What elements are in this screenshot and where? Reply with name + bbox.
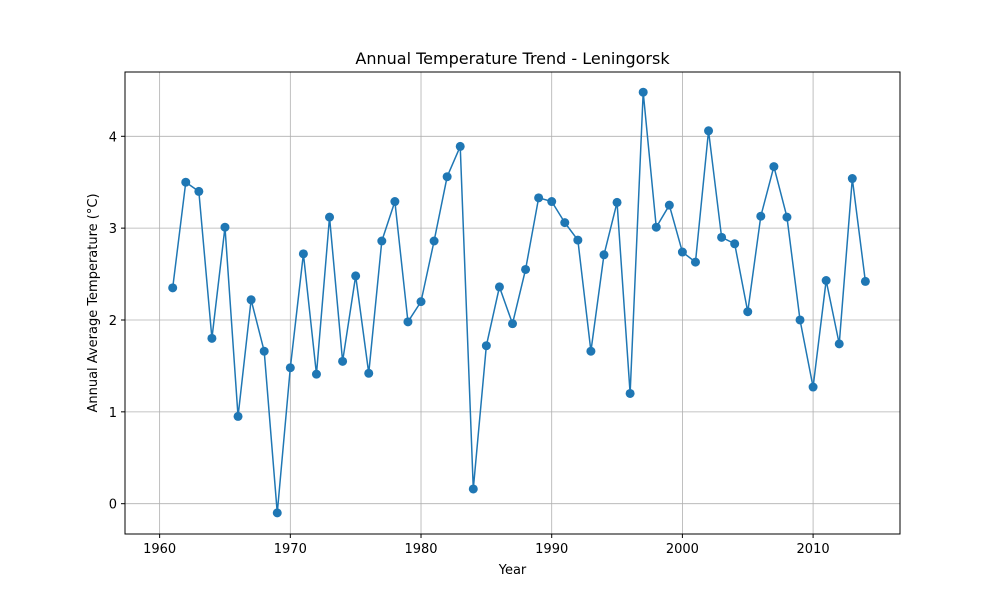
plot-area-frame bbox=[124, 71, 901, 535]
data-point bbox=[769, 162, 779, 172]
data-point bbox=[181, 177, 191, 187]
data-point bbox=[168, 283, 178, 293]
chart-title: Annual Temperature Trend - Leningorsk bbox=[355, 49, 670, 68]
data-point bbox=[834, 339, 844, 349]
data-point bbox=[638, 87, 648, 97]
series-line-group bbox=[171, 91, 867, 514]
data-point bbox=[690, 257, 700, 267]
data-point bbox=[651, 222, 661, 232]
data-point bbox=[311, 369, 321, 379]
data-point bbox=[285, 363, 295, 373]
data-point bbox=[508, 319, 517, 329]
x-axis-ticks: 1960 1970 1980 1990 2000 2010 bbox=[143, 534, 830, 557]
data-point bbox=[298, 249, 308, 259]
data-point bbox=[560, 218, 570, 228]
y-tick-label: 2 bbox=[109, 314, 117, 329]
x-tick-label: 1970 bbox=[274, 542, 307, 557]
data-point bbox=[795, 315, 805, 325]
y-tick-label: 4 bbox=[109, 130, 117, 145]
data-point bbox=[808, 382, 818, 392]
series-markers bbox=[168, 87, 870, 518]
y-tick-label: 0 bbox=[109, 498, 117, 513]
data-point bbox=[612, 197, 622, 207]
data-point bbox=[364, 368, 374, 378]
data-point bbox=[403, 317, 413, 327]
x-tick-label: 2010 bbox=[797, 542, 830, 557]
data-point bbox=[547, 197, 557, 207]
data-point bbox=[220, 222, 230, 232]
data-point bbox=[246, 295, 256, 305]
data-point bbox=[468, 484, 478, 494]
data-point bbox=[416, 297, 426, 307]
data-point bbox=[743, 307, 753, 317]
data-point bbox=[259, 346, 269, 356]
data-point bbox=[664, 200, 674, 210]
y-axis-ticks: 0 1 2 3 4 bbox=[109, 130, 125, 513]
data-point bbox=[717, 232, 727, 242]
data-point bbox=[821, 276, 831, 285]
data-point bbox=[429, 236, 439, 246]
data-point bbox=[586, 346, 596, 356]
data-point bbox=[481, 341, 491, 351]
series-line bbox=[171, 91, 867, 514]
data-point bbox=[494, 282, 504, 292]
data-point bbox=[599, 250, 609, 260]
data-point bbox=[325, 212, 335, 222]
data-point bbox=[272, 508, 282, 518]
data-point bbox=[442, 172, 452, 182]
data-point bbox=[351, 271, 361, 281]
data-point bbox=[534, 193, 544, 203]
data-point bbox=[847, 174, 857, 184]
data-point bbox=[730, 239, 740, 249]
x-tick-label: 1960 bbox=[143, 542, 176, 557]
x-tick-label: 2000 bbox=[666, 542, 699, 557]
x-axis-label: Year bbox=[498, 563, 527, 578]
data-point bbox=[390, 197, 400, 207]
data-point bbox=[704, 126, 714, 136]
data-point bbox=[860, 276, 870, 286]
y-tick-label: 1 bbox=[109, 406, 117, 421]
data-point bbox=[233, 411, 243, 421]
data-point bbox=[338, 356, 348, 366]
data-point bbox=[194, 186, 204, 196]
data-point bbox=[625, 388, 635, 398]
y-tick-label: 3 bbox=[109, 222, 117, 237]
data-point bbox=[782, 212, 792, 222]
data-point bbox=[573, 235, 583, 245]
data-point bbox=[455, 141, 465, 151]
y-axis-label: Annual Average Temperature (°C) bbox=[86, 193, 101, 412]
grid bbox=[125, 72, 900, 534]
data-point bbox=[377, 236, 387, 246]
x-tick-label: 1980 bbox=[404, 542, 437, 557]
data-point bbox=[677, 247, 687, 257]
x-tick-label: 1990 bbox=[535, 542, 568, 557]
data-point bbox=[207, 333, 217, 343]
data-point bbox=[756, 211, 766, 221]
data-point bbox=[521, 264, 531, 274]
